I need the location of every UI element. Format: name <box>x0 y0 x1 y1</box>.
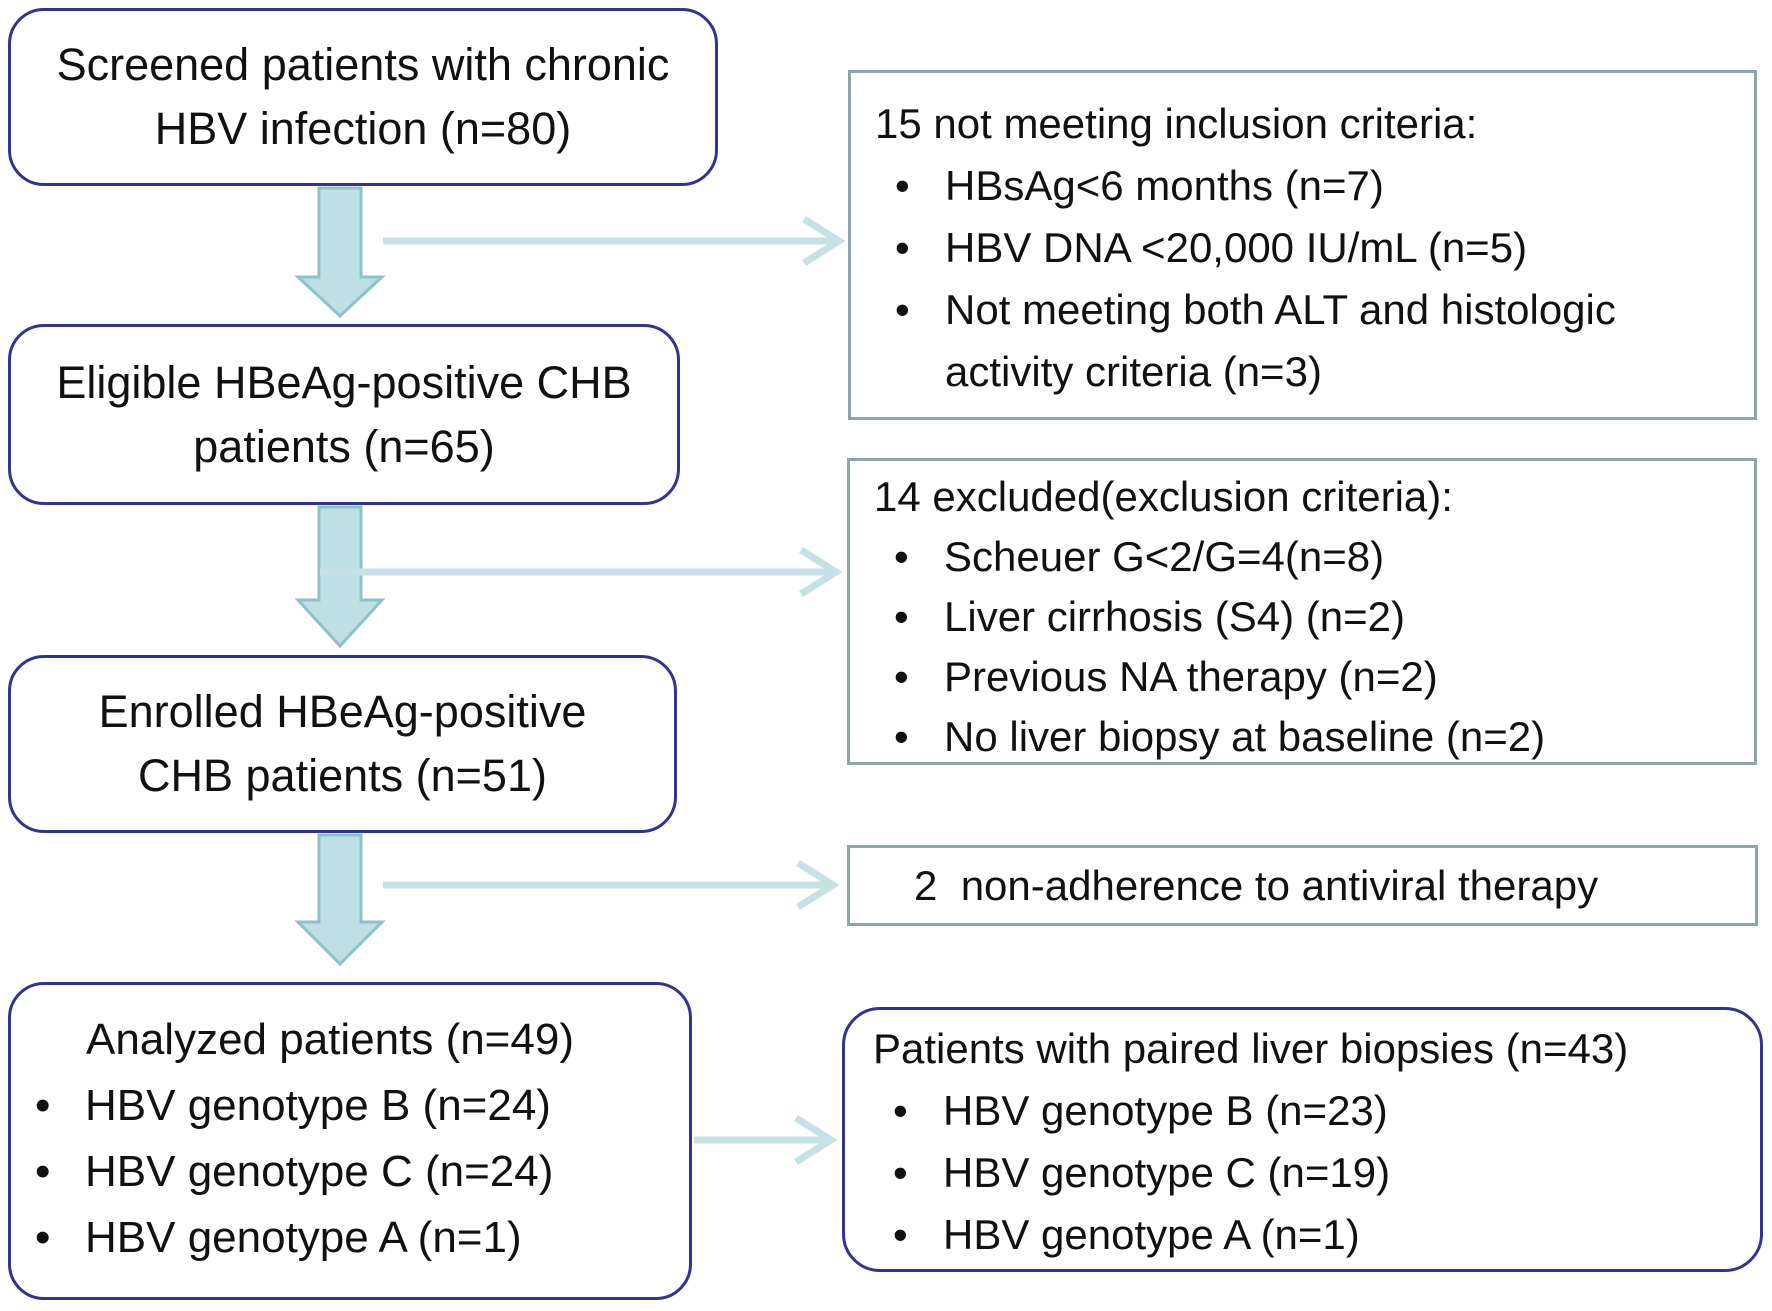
list-item-label: HBV genotype C (n=24) <box>85 1147 554 1196</box>
list-item: • HBV DNA <20,000 IU/mL (n=5) <box>895 217 1732 279</box>
box-not-meeting-inclusion-criteria: 15 not meeting inclusion criteria: • HBs… <box>848 70 1757 420</box>
list-item: • Liver cirrhosis (S4) (n=2) <box>894 587 1732 647</box>
box-line: Screened patients with chronic <box>56 39 670 90</box>
bullet-icon: • <box>895 224 910 271</box>
down-arrow-eligible-to-enrolled <box>294 505 386 649</box>
box-line: Eligible HBeAg-positive CHB <box>56 356 632 408</box>
bullet-icon: • <box>895 286 910 333</box>
box-label: 2 non-adherence to antiviral therapy <box>914 861 1599 909</box>
bullet-icon: • <box>893 1149 908 1196</box>
bullet-icon: • <box>35 1213 51 1262</box>
box-title: 14 excluded(exclusion criteria): <box>874 473 1453 520</box>
list-item: • HBsAg<6 months (n=7) <box>895 155 1732 217</box>
list-item-label: HBV genotype A (n=1) <box>943 1211 1360 1258</box>
box-title: Patients with paired liver biopsies (n=4… <box>873 1025 1629 1072</box>
list-item-label: HBV genotype A (n=1) <box>85 1213 522 1262</box>
arrowhead-paired <box>794 1115 838 1165</box>
box-eligible-patients: Eligible HBeAg-positive CHB patients (n=… <box>8 324 680 505</box>
list-item: • HBV genotype C (n=19) <box>893 1142 1742 1204</box>
list-item: • HBV genotype A (n=1) <box>35 1205 681 1271</box>
bullet-icon: • <box>894 653 909 700</box>
bullet-icon: • <box>894 533 909 580</box>
list-item-label: HBV genotype B (n=24) <box>85 1081 551 1130</box>
list-item-label: HBV genotype B (n=23) <box>943 1087 1388 1134</box>
down-arrow-enrolled-to-analyzed <box>294 833 386 967</box>
box-analyzed-patients: Analyzed patients (n=49) • HBV genotype … <box>8 982 692 1300</box>
list-item: • HBV genotype B (n=24) <box>35 1073 681 1139</box>
bullet-icon: • <box>35 1081 51 1130</box>
list-item-label: HBV genotype C (n=19) <box>943 1149 1391 1196</box>
list-item: • No liver biopsy at baseline (n=2) <box>894 707 1732 767</box>
list-item-label: Previous NA therapy (n=2) <box>944 653 1438 700</box>
arrowhead-nonadherence <box>796 860 840 910</box>
list-item: • Scheuer G<2/G=4(n=8) <box>894 527 1732 587</box>
list-item-label: HBsAg<6 months (n=7) <box>945 162 1384 209</box>
list-item-label: Scheuer G<2/G=4(n=8) <box>944 533 1385 580</box>
box-line: CHB patients (n=51) <box>138 750 547 801</box>
list-item-label: No liver biopsy at baseline (n=2) <box>944 713 1546 760</box>
arrowhead-exclusion <box>799 547 843 597</box>
list-item: • Previous NA therapy (n=2) <box>894 647 1732 707</box>
bullet-icon: • <box>894 593 909 640</box>
bullet-icon: • <box>895 162 910 209</box>
box-enrolled-patients: Enrolled HBeAg-positive CHB patients (n=… <box>8 655 677 833</box>
list-item-label: Liver cirrhosis (S4) (n=2) <box>944 593 1405 640</box>
list-item-label: Not meeting both ALT and histologic acti… <box>945 286 1616 395</box>
list-item: • Not meeting both ALT and histologic ac… <box>895 279 1732 403</box>
arrowhead-inclusion <box>802 216 846 266</box>
box-line: HBV infection (n=80) <box>154 103 572 154</box>
box-title: 15 not meeting inclusion criteria: <box>875 100 1478 147</box>
bullet-icon: • <box>893 1211 908 1258</box>
box-title: Analyzed patients (n=49) <box>86 1015 574 1064</box>
box-line: patients (n=65) <box>193 420 495 472</box>
list-item: • HBV genotype C (n=24) <box>35 1139 681 1205</box>
box-screened-patients: Screened patients with chronic HBV infec… <box>8 8 718 186</box>
box-non-adherence: 2 non-adherence to antiviral therapy <box>847 845 1758 926</box>
bullet-icon: • <box>35 1147 51 1196</box>
bullet-icon: • <box>894 713 909 760</box>
box-paired-liver-biopsies: Patients with paired liver biopsies (n=4… <box>842 1007 1763 1272</box>
list-item-label: HBV DNA <20,000 IU/mL (n=5) <box>945 224 1528 271</box>
down-arrow-screened-to-eligible <box>294 186 386 319</box>
box-excluded-exclusion-criteria: 14 excluded(exclusion criteria): • Scheu… <box>847 458 1757 765</box>
list-item: • HBV genotype A (n=1) <box>893 1204 1742 1266</box>
box-line: Enrolled HBeAg-positive <box>98 686 587 737</box>
list-item: • HBV genotype B (n=23) <box>893 1080 1742 1142</box>
bullet-icon: • <box>893 1087 908 1134</box>
